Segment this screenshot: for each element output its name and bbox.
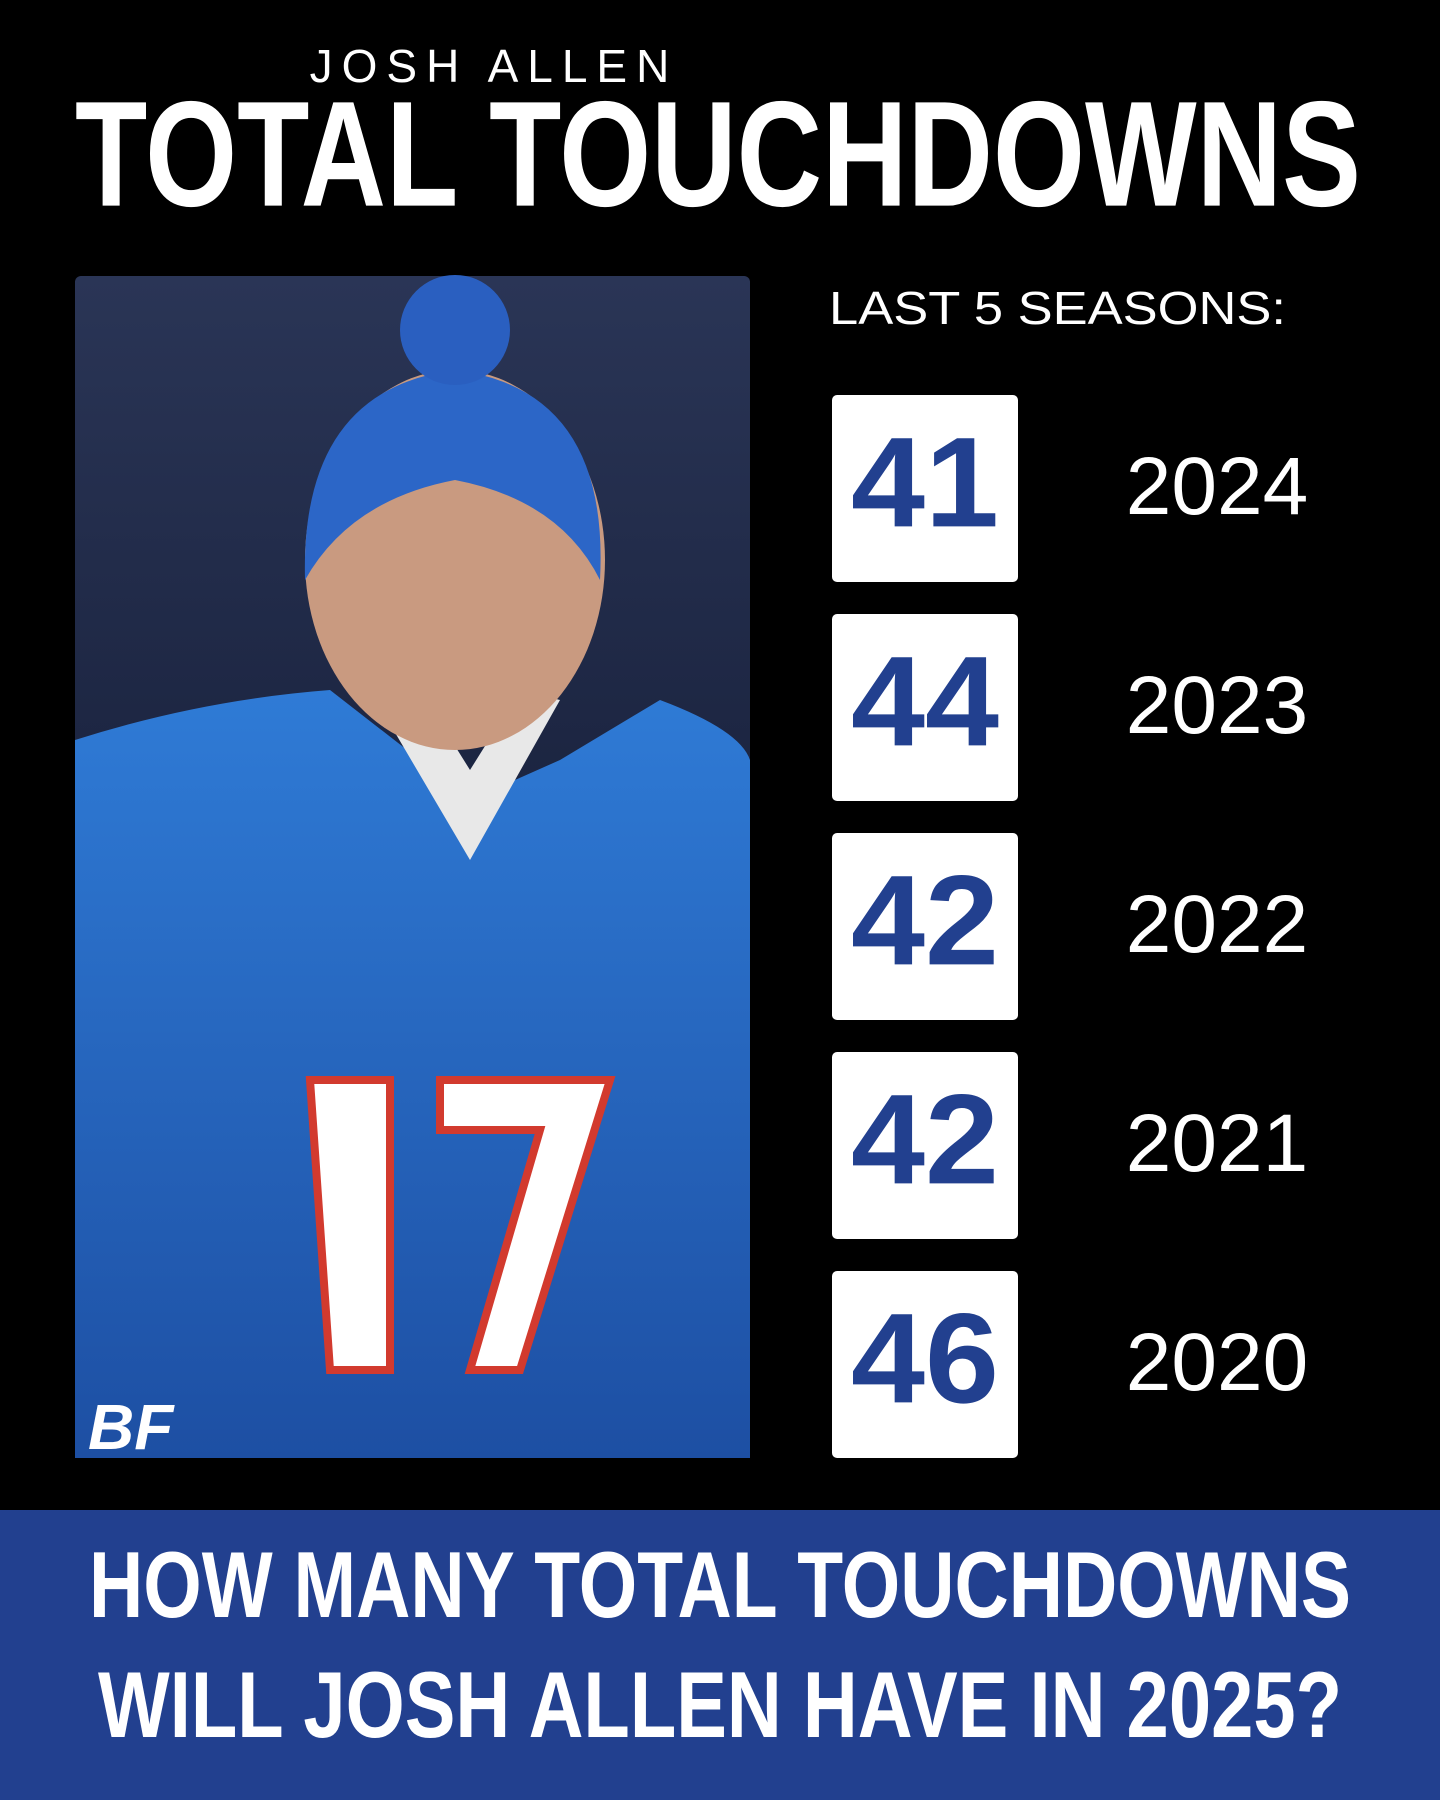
footer-line: WILL JOSH ALLEN HAVE IN 2025? — [98, 1652, 1342, 1757]
stat-box — [832, 1271, 1018, 1458]
season-year: 2023 — [1126, 660, 1308, 751]
season-year: 2020 — [1126, 1317, 1308, 1408]
footer-line: HOW MANY TOTAL TOUCHDOWNS — [89, 1532, 1351, 1637]
logo: BF — [88, 1391, 175, 1463]
touchdowns: 41 — [851, 411, 999, 554]
stats-label: LAST 5 SEASONS: — [829, 282, 1286, 334]
stat-box — [832, 395, 1018, 582]
title: TOTAL TOUCHDOWNS — [75, 70, 1361, 238]
touchdowns: 44 — [851, 630, 999, 773]
stats-list: 41 2024 44 2023 42 2022 42 2021 46 2020 — [832, 395, 1308, 1458]
season-year: 2022 — [1126, 879, 1308, 970]
stat-box — [832, 614, 1018, 801]
beanie — [304, 370, 601, 580]
jersey-number — [305, 1076, 616, 1374]
touchdowns: 42 — [851, 849, 999, 992]
photo: BF — [75, 275, 750, 1463]
footer-band — [0, 1510, 1440, 1800]
pompom — [400, 275, 510, 385]
season-year: 2024 — [1126, 441, 1308, 532]
stat-box — [832, 1052, 1018, 1239]
stat-box — [832, 833, 1018, 1020]
touchdowns: 46 — [851, 1287, 999, 1430]
season-year: 2021 — [1126, 1098, 1308, 1189]
touchdowns: 42 — [851, 1068, 999, 1211]
jersey — [75, 690, 750, 1458]
kicker: JOSH ALLEN — [310, 40, 679, 92]
